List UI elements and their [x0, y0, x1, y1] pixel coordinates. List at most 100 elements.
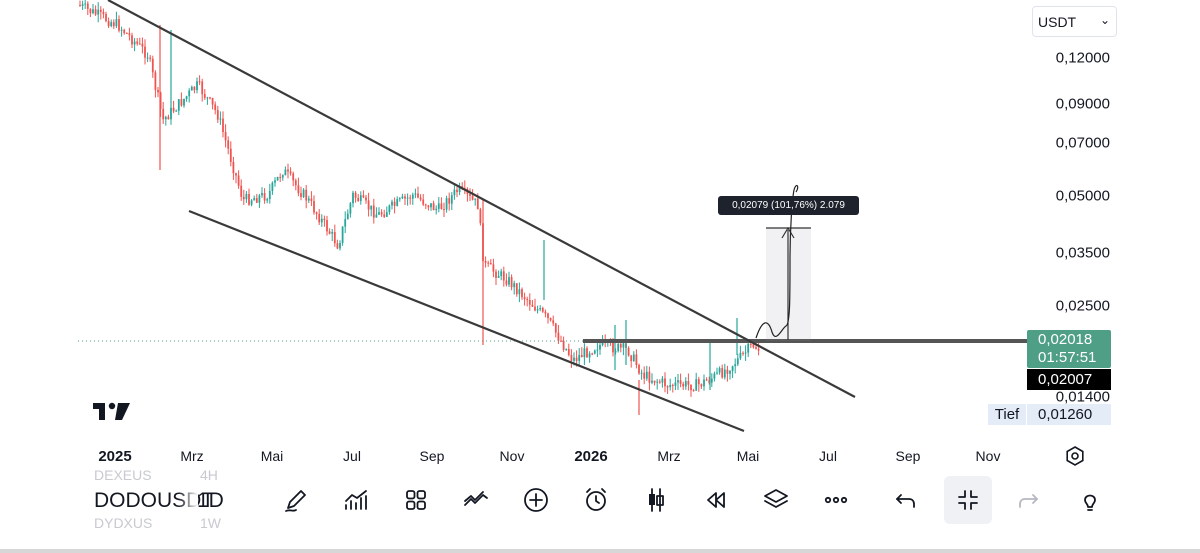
- candle-body: [235, 173, 237, 176]
- ideas-button[interactable]: [1066, 476, 1114, 524]
- candle-body: [450, 195, 453, 204]
- interval-label[interactable]: 1D: [197, 489, 224, 512]
- candle-body: [307, 198, 310, 201]
- candle-body: [534, 306, 536, 311]
- candle-body: [271, 182, 274, 192]
- candle-body: [393, 201, 396, 206]
- candle-body: [749, 343, 752, 345]
- candle-body: [492, 264, 495, 272]
- candle-body: [476, 198, 479, 210]
- candle-body: [105, 13, 107, 22]
- candle-body: [619, 343, 622, 348]
- indicators-button[interactable]: [332, 476, 380, 524]
- candle-body: [198, 81, 201, 83]
- price-axis-label: 0,02500: [1055, 297, 1110, 315]
- compare-icon: [464, 491, 488, 506]
- candle-body: [141, 43, 144, 47]
- prev-symbol-interval[interactable]: 4H: [200, 467, 218, 483]
- candle-body: [677, 380, 679, 383]
- candle-body: [292, 173, 295, 181]
- next-symbol-interval[interactable]: 1W: [200, 515, 221, 531]
- candle-body: [596, 349, 599, 351]
- candle-body: [279, 176, 282, 178]
- candle-body: [708, 380, 711, 383]
- candle-body: [79, 5, 81, 6]
- candle-body: [336, 243, 339, 249]
- candle-body: [697, 379, 700, 385]
- candle-body: [164, 116, 167, 120]
- candle-body: [705, 379, 708, 381]
- candle-body: [734, 364, 737, 367]
- chart-pane[interactable]: [78, 0, 1028, 440]
- replay-button[interactable]: [692, 476, 740, 524]
- candle-body: [435, 208, 438, 211]
- candle-body: [554, 323, 557, 333]
- candle-body: [409, 197, 412, 199]
- candle-body: [209, 97, 211, 99]
- candle-body: [710, 378, 713, 383]
- chart-type-button[interactable]: [632, 476, 680, 524]
- tradingview-logo-icon[interactable]: [92, 400, 132, 422]
- currency-select[interactable]: USDT ⌄: [1032, 6, 1117, 37]
- candle-body: [573, 357, 575, 361]
- undo-icon: [896, 494, 915, 508]
- candle-body: [671, 385, 674, 387]
- candle-body: [125, 33, 128, 35]
- measure-tooltip: 0,02079 (101,76%) 2.079: [718, 196, 859, 215]
- candle-body: [474, 198, 477, 200]
- candle-body: [229, 148, 232, 162]
- candle-body: [274, 180, 276, 183]
- candle-body: [661, 378, 664, 383]
- candle-body: [690, 384, 692, 391]
- candle-body: [294, 180, 297, 186]
- drawing-tools-button[interactable]: [272, 476, 320, 524]
- next-symbol-name[interactable]: DYDXUS: [94, 515, 153, 531]
- redo-button[interactable]: [1004, 476, 1052, 524]
- candle-body: [536, 309, 539, 311]
- candle-body: [365, 197, 367, 201]
- prev-symbol-name[interactable]: DEXEUS: [94, 467, 152, 483]
- undo-button[interactable]: [882, 476, 930, 524]
- candle-body: [154, 72, 157, 90]
- alert-button[interactable]: [572, 476, 620, 524]
- currency-value: USDT: [1038, 14, 1077, 30]
- candle-body: [567, 348, 570, 355]
- candle-body: [362, 195, 365, 198]
- candle-body: [224, 131, 227, 141]
- candle-body: [700, 384, 703, 387]
- candle-body: [315, 212, 318, 214]
- candle-body: [406, 197, 409, 199]
- layouts-button[interactable]: [392, 476, 440, 524]
- time-axis[interactable]: 2025 Mrz Mai Jul Sep Nov 2026 Mrz Mai Jul Sep Nov: [78, 440, 1122, 472]
- candle-body: [489, 263, 492, 265]
- candle-body: [718, 368, 721, 373]
- candle-body: [86, 3, 89, 9]
- chart-settings-button[interactable]: [1063, 444, 1087, 468]
- candle-body: [214, 104, 217, 111]
- candle-body: [422, 199, 425, 205]
- candle-body: [562, 340, 565, 350]
- plus-circle-icon: [524, 488, 548, 512]
- indicators-icon: [345, 490, 367, 510]
- compare-button[interactable]: [452, 476, 500, 524]
- add-button[interactable]: [512, 476, 560, 524]
- candle-body: [549, 318, 552, 321]
- candle-body: [157, 89, 159, 93]
- time-axis-label: Nov: [975, 448, 1001, 464]
- low-label: Tief: [988, 404, 1026, 425]
- candle-body: [578, 355, 581, 361]
- candle-body: [354, 192, 357, 198]
- candle-body: [736, 358, 739, 365]
- price-chart[interactable]: [78, 0, 1028, 440]
- layers-button[interactable]: [752, 476, 800, 524]
- candle-body: [172, 107, 175, 112]
- candle-body: [352, 192, 354, 204]
- candle-body: [255, 198, 258, 203]
- candle-body: [502, 271, 505, 281]
- candle-body: [320, 218, 323, 223]
- candle-body: [713, 373, 716, 379]
- candle-body: [94, 9, 97, 15]
- more-button[interactable]: [812, 476, 860, 524]
- collapse-button[interactable]: [944, 476, 992, 524]
- symbol-fade: [178, 480, 198, 524]
